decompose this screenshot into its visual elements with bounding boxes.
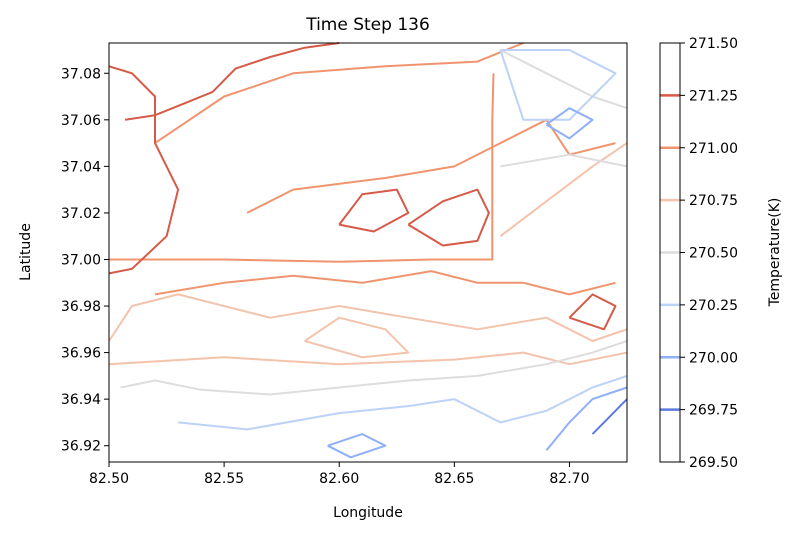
colorbar-tick-label: 270.00 <box>689 350 738 366</box>
contour-lines <box>108 42 628 459</box>
x-axis-label: Longitude <box>333 505 403 521</box>
y-ticks: 36.92 36.94 36.96 36.98 37.00 37.02 37.04 37.06… <box>61 66 109 455</box>
contour-line-271-25 <box>568 293 617 331</box>
contour-line-271-25 <box>108 65 180 275</box>
contour-line-271-25 <box>124 42 340 121</box>
x-tick-label: 82.55 <box>204 471 244 487</box>
x-tick-label: 82.65 <box>434 471 474 487</box>
y-tick-label: 37.04 <box>61 159 101 175</box>
contour-line-270-25 <box>499 49 617 121</box>
colorbar-tick-label: 270.75 <box>689 193 738 209</box>
colorbar: 269.50 269.75 270.00 270.25 270.50 270.75 271.… <box>659 36 738 471</box>
y-axis-label: Latitude <box>18 223 34 281</box>
contour-line-271-00 <box>154 42 524 144</box>
colorbar-label: Temperature(K) <box>767 198 783 308</box>
y-tick-label: 36.94 <box>61 392 101 408</box>
plot-frame <box>108 42 628 463</box>
contour-line-270-75 <box>108 351 628 366</box>
contour-line-271-25 <box>338 188 410 233</box>
colorbar-tick-label: 271.00 <box>689 141 738 157</box>
contour-line-270-75 <box>499 142 628 237</box>
x-tick-label: 82.70 <box>549 471 589 487</box>
y-tick-label: 37.02 <box>61 206 101 222</box>
y-tick-label: 36.92 <box>61 439 101 455</box>
colorbar-tick-label: 270.50 <box>689 246 738 262</box>
colorbar-tick-label: 269.75 <box>689 403 738 419</box>
contour-line-270-00 <box>327 433 387 459</box>
colorbar-frame <box>659 42 681 463</box>
contour-line-271-25 <box>407 188 490 247</box>
contour-line-270-50 <box>120 340 628 396</box>
contour-line-270-75 <box>108 293 628 342</box>
contour-line-271-00 <box>109 73 495 263</box>
chart-title: Time Step 136 <box>305 15 430 35</box>
y-tick-label: 36.98 <box>61 299 101 315</box>
colorbar-tick-label: 271.25 <box>689 88 738 104</box>
x-tick-label: 82.50 <box>89 471 129 487</box>
contour-line-270-00 <box>545 107 594 140</box>
contour-line-270-50 <box>499 49 628 110</box>
contour-line-271-00 <box>154 270 616 296</box>
contour-line-271-00 <box>246 118 616 214</box>
colorbar-tick-label: 271.50 <box>689 36 738 52</box>
contour-line-270-25 <box>177 374 628 431</box>
contour-line-270-75 <box>304 316 410 359</box>
colorbar-tick-label: 269.50 <box>689 455 738 471</box>
x-ticks: 82.50 82.55 82.60 82.65 82.70 <box>89 462 589 487</box>
y-tick-label: 37.00 <box>61 252 101 268</box>
y-tick-label: 36.96 <box>61 346 101 362</box>
contour-line-269-75 <box>591 398 628 435</box>
y-tick-label: 37.08 <box>61 66 101 82</box>
y-tick-label: 37.06 <box>61 113 101 129</box>
x-tick-label: 82.60 <box>319 471 359 487</box>
contour-line-270-00 <box>545 386 628 452</box>
contour-line-270-50 <box>500 153 628 168</box>
colorbar-tick-label: 270.25 <box>689 298 738 314</box>
